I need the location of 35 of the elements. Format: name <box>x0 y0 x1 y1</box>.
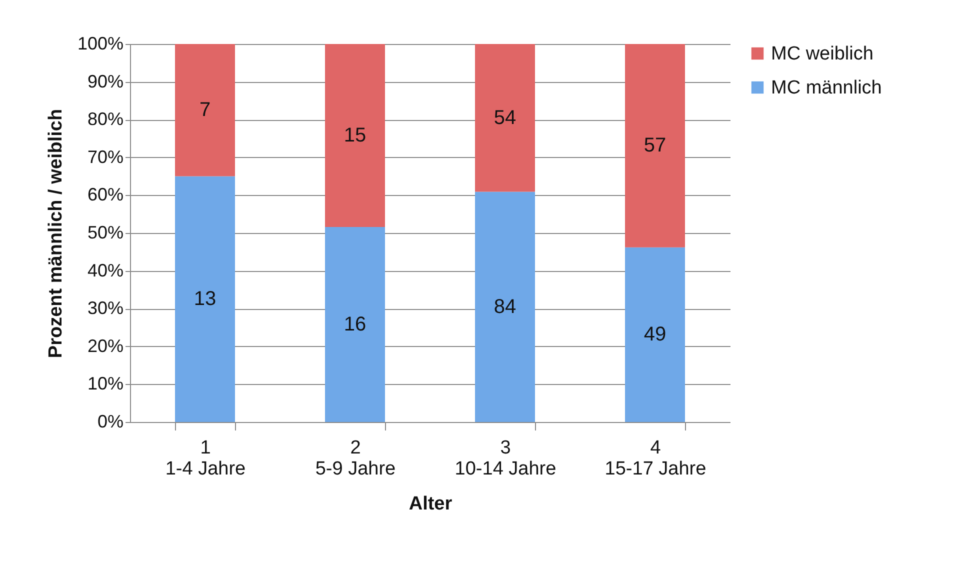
y-tick-label: 100% <box>77 34 124 54</box>
x-tick-label: 2 5-9 Jahre <box>315 438 396 480</box>
y-tick-label: 40% <box>87 260 124 280</box>
x-tick-label: 4 15-17 Jahre <box>604 438 706 480</box>
annotation: 7 <box>199 99 211 122</box>
annotation: 16 <box>344 313 366 336</box>
x-axis-title: Alter <box>408 494 453 514</box>
annotation: 84 <box>494 296 516 318</box>
y-tick-label: 10% <box>87 374 124 394</box>
bar <box>625 247 685 422</box>
y-axis-title: Prozent männlich / weiblich <box>45 108 66 358</box>
x-tick-label: 3 10-14 Jahre <box>454 438 556 480</box>
bar <box>475 44 535 192</box>
y-tick-label: 80% <box>87 109 124 130</box>
bar <box>325 226 385 422</box>
y-tick-label: 90% <box>87 71 124 92</box>
legend-label: MC männlich <box>771 78 882 98</box>
annotation: 15 <box>344 124 366 146</box>
y-tick-label: 50% <box>87 222 124 242</box>
legend-label: MC weiblich <box>771 44 874 64</box>
y-tick-label: 60% <box>87 184 124 205</box>
bar <box>475 192 535 422</box>
bar <box>175 176 235 422</box>
bar <box>175 44 235 176</box>
y-tick-label: 30% <box>87 298 124 318</box>
y-tick-label: 20% <box>87 336 124 356</box>
annotation: 49 <box>644 324 666 346</box>
y-tick-label: 0% <box>97 412 124 432</box>
x-tick-label: 1 1-4 Jahre <box>165 438 246 480</box>
bar <box>625 44 685 248</box>
y-tick-label: 70% <box>87 146 124 167</box>
bar <box>325 44 385 227</box>
annotation: 13 <box>194 288 216 310</box>
annotation: 54 <box>494 106 516 129</box>
annotation: 57 <box>644 134 666 157</box>
